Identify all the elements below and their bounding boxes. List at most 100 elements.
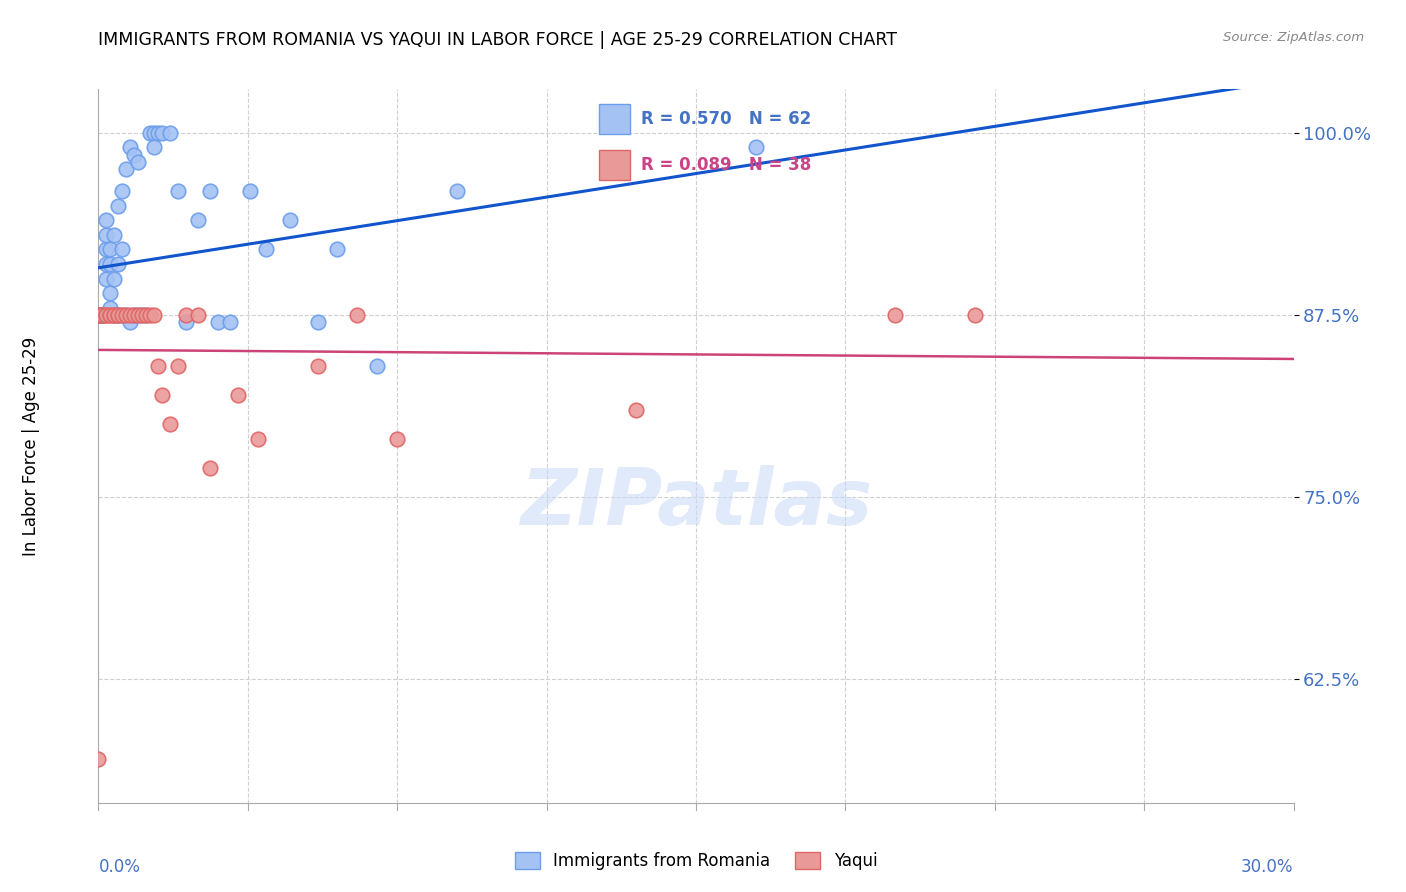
Point	[87, 308, 110, 322]
Point	[198, 184, 221, 198]
Point	[148, 126, 170, 140]
Point	[107, 308, 129, 322]
Point	[884, 308, 907, 322]
Point	[120, 308, 142, 322]
Point	[98, 301, 122, 315]
Text: 30.0%: 30.0%	[1241, 858, 1294, 876]
Point	[963, 308, 986, 322]
Point	[103, 308, 125, 322]
Point	[307, 359, 329, 373]
Point	[87, 308, 110, 322]
Point	[91, 308, 114, 322]
Point	[174, 315, 197, 329]
Bar	[599, 104, 630, 134]
Point	[246, 432, 269, 446]
Point	[111, 243, 134, 257]
Point	[159, 126, 181, 140]
Point	[124, 308, 146, 322]
Text: Source: ZipAtlas.com: Source: ZipAtlas.com	[1223, 31, 1364, 45]
Point	[96, 243, 118, 257]
Point	[98, 257, 122, 271]
Point	[254, 243, 277, 257]
Point	[115, 162, 138, 177]
Point	[103, 227, 125, 242]
Point	[385, 432, 409, 446]
Point	[135, 308, 157, 322]
Bar	[599, 150, 630, 180]
Point	[87, 308, 110, 322]
Point	[150, 388, 173, 402]
Point	[131, 308, 153, 322]
Point	[87, 308, 110, 322]
Point	[91, 308, 114, 322]
Point	[91, 308, 114, 322]
Point	[198, 460, 221, 475]
Point	[107, 199, 129, 213]
Point	[87, 308, 110, 322]
Point	[98, 243, 122, 257]
Point	[107, 257, 129, 271]
Point	[107, 308, 129, 322]
Point	[174, 308, 197, 322]
Point	[115, 308, 138, 322]
Point	[96, 308, 118, 322]
Point	[135, 308, 157, 322]
Point	[148, 359, 170, 373]
Point	[96, 213, 118, 227]
Point	[87, 308, 110, 322]
Point	[87, 308, 110, 322]
Point	[446, 184, 468, 198]
Text: R = 0.089   N = 38: R = 0.089 N = 38	[641, 156, 811, 174]
Text: In Labor Force | Age 25-29: In Labor Force | Age 25-29	[22, 336, 39, 556]
Point	[98, 286, 122, 301]
Point	[143, 308, 166, 322]
Point	[115, 308, 138, 322]
Text: 0.0%: 0.0%	[98, 858, 141, 876]
Text: IMMIGRANTS FROM ROMANIA VS YAQUI IN LABOR FORCE | AGE 25-29 CORRELATION CHART: IMMIGRANTS FROM ROMANIA VS YAQUI IN LABO…	[98, 31, 897, 49]
Point	[143, 126, 166, 140]
Point	[87, 308, 110, 322]
Point	[87, 752, 110, 766]
Point	[111, 308, 134, 322]
Point	[307, 315, 329, 329]
Point	[624, 402, 647, 417]
Point	[167, 184, 190, 198]
Point	[87, 308, 110, 322]
Point	[127, 155, 149, 169]
Point	[139, 308, 162, 322]
Point	[103, 308, 125, 322]
Point	[366, 359, 388, 373]
Point	[207, 315, 229, 329]
Point	[103, 308, 125, 322]
Point	[226, 388, 249, 402]
Point	[239, 184, 262, 198]
Point	[91, 308, 114, 322]
Point	[150, 126, 173, 140]
Point	[278, 213, 301, 227]
Point	[103, 271, 125, 285]
Point	[107, 308, 129, 322]
Point	[98, 308, 122, 322]
Point	[91, 308, 114, 322]
Point	[187, 213, 209, 227]
Point	[91, 308, 114, 322]
Point	[96, 257, 118, 271]
Point	[139, 126, 162, 140]
Point	[167, 359, 190, 373]
Text: R = 0.570   N = 62: R = 0.570 N = 62	[641, 111, 811, 128]
Point	[96, 227, 118, 242]
Point	[91, 308, 114, 322]
Point	[96, 308, 118, 322]
Point	[111, 184, 134, 198]
Point	[143, 140, 166, 154]
Point	[219, 315, 242, 329]
Point	[326, 243, 349, 257]
Point	[127, 308, 149, 322]
Point	[91, 308, 114, 322]
Point	[346, 308, 368, 322]
Legend: Immigrants from Romania, Yaqui: Immigrants from Romania, Yaqui	[508, 845, 884, 877]
Point	[131, 308, 153, 322]
Point	[124, 147, 146, 161]
Point	[127, 308, 149, 322]
Point	[111, 308, 134, 322]
